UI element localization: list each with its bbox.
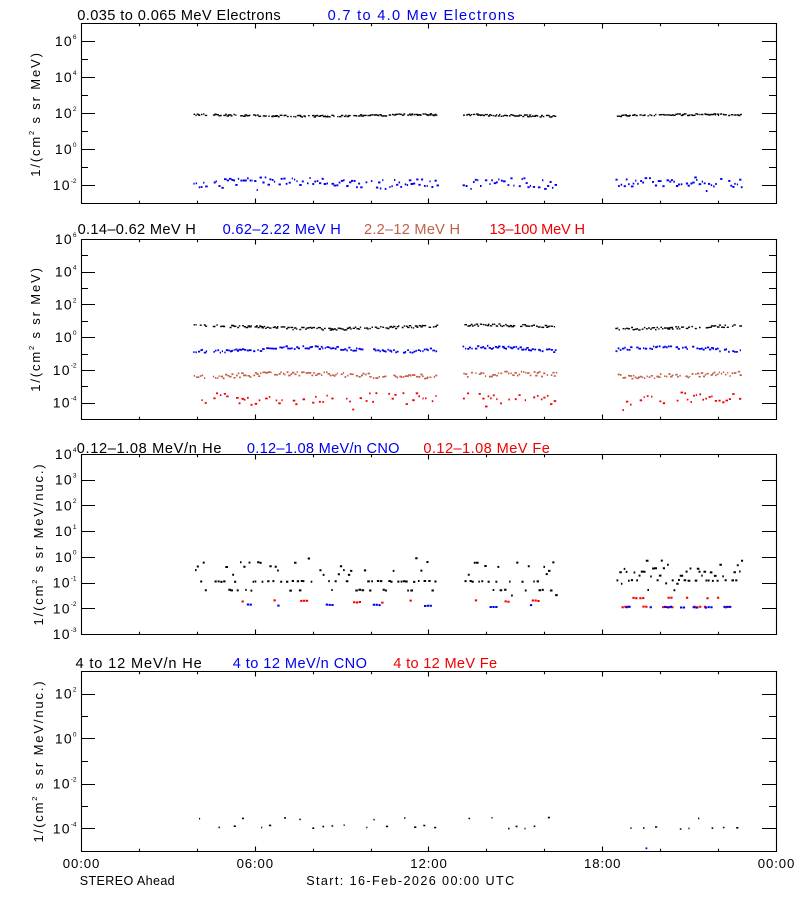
svg-text:100: 100 bbox=[55, 329, 77, 345]
svg-text:0.7 to 4.0 Mev Electrons: 0.7 to 4.0 Mev Electrons bbox=[328, 8, 515, 24]
svg-text:4 to 12 MeV/n He: 4 to 12 MeV/n He bbox=[76, 656, 202, 672]
svg-text:104: 104 bbox=[55, 69, 77, 85]
svg-text:2.2–12 MeV H: 2.2–12 MeV H bbox=[364, 222, 460, 238]
svg-text:STEREO Ahead: STEREO Ahead bbox=[80, 874, 175, 888]
svg-text:0.12–1.08 MeV Fe: 0.12–1.08 MeV Fe bbox=[423, 441, 550, 457]
svg-text:102: 102 bbox=[55, 297, 77, 313]
svg-text:0.035 to 0.065 MeV Electrons: 0.035 to 0.065 MeV Electrons bbox=[77, 8, 281, 24]
svg-text:104: 104 bbox=[55, 446, 77, 462]
svg-text:0.62–2.22 MeV H: 0.62–2.22 MeV H bbox=[223, 222, 341, 238]
svg-text:102: 102 bbox=[55, 105, 77, 121]
svg-text:00:00: 00:00 bbox=[63, 856, 100, 871]
svg-text:102: 102 bbox=[55, 686, 77, 702]
svg-text:106: 106 bbox=[55, 231, 77, 247]
svg-text:101: 101 bbox=[55, 523, 77, 539]
svg-text:0.12–1.08 MeV/n He: 0.12–1.08 MeV/n He bbox=[77, 441, 222, 457]
svg-text:1/(cm2 s sr MeV): 1/(cm2 s sr MeV) bbox=[27, 266, 43, 392]
svg-text:4 to 12 MeV Fe: 4 to 12 MeV Fe bbox=[393, 656, 497, 672]
svg-text:18:00: 18:00 bbox=[584, 856, 621, 871]
svg-text:06:00: 06:00 bbox=[237, 856, 274, 871]
svg-text:103: 103 bbox=[55, 472, 77, 488]
svg-text:12:00: 12:00 bbox=[410, 856, 447, 871]
svg-text:00:00: 00:00 bbox=[758, 856, 795, 871]
svg-text:13–100 MeV H: 13–100 MeV H bbox=[490, 222, 586, 238]
svg-text:4 to 12 MeV/n CNO: 4 to 12 MeV/n CNO bbox=[233, 656, 367, 672]
svg-text:106: 106 bbox=[55, 33, 77, 49]
svg-text:1/(cm2 s sr MeV): 1/(cm2 s sr MeV) bbox=[27, 51, 43, 177]
svg-text:0.14–0.62 MeV H: 0.14–0.62 MeV H bbox=[78, 222, 196, 238]
svg-text:100: 100 bbox=[55, 549, 77, 565]
svg-text:102: 102 bbox=[55, 497, 77, 513]
svg-text:100: 100 bbox=[55, 141, 77, 157]
svg-text:104: 104 bbox=[55, 264, 77, 280]
svg-text:Start: 16-Feb-2026 00:00 UTC: Start: 16-Feb-2026 00:00 UTC bbox=[306, 874, 514, 888]
svg-text:0.12–1.08 MeV/n CNO: 0.12–1.08 MeV/n CNO bbox=[247, 441, 400, 457]
svg-text:100: 100 bbox=[55, 731, 77, 747]
svg-text:1/(cm2 s sr MeV/nuc.): 1/(cm2 s sr MeV/nuc.) bbox=[30, 463, 46, 626]
svg-text:1/(cm2 s sr MeV/nuc.): 1/(cm2 s sr MeV/nuc.) bbox=[30, 680, 46, 843]
